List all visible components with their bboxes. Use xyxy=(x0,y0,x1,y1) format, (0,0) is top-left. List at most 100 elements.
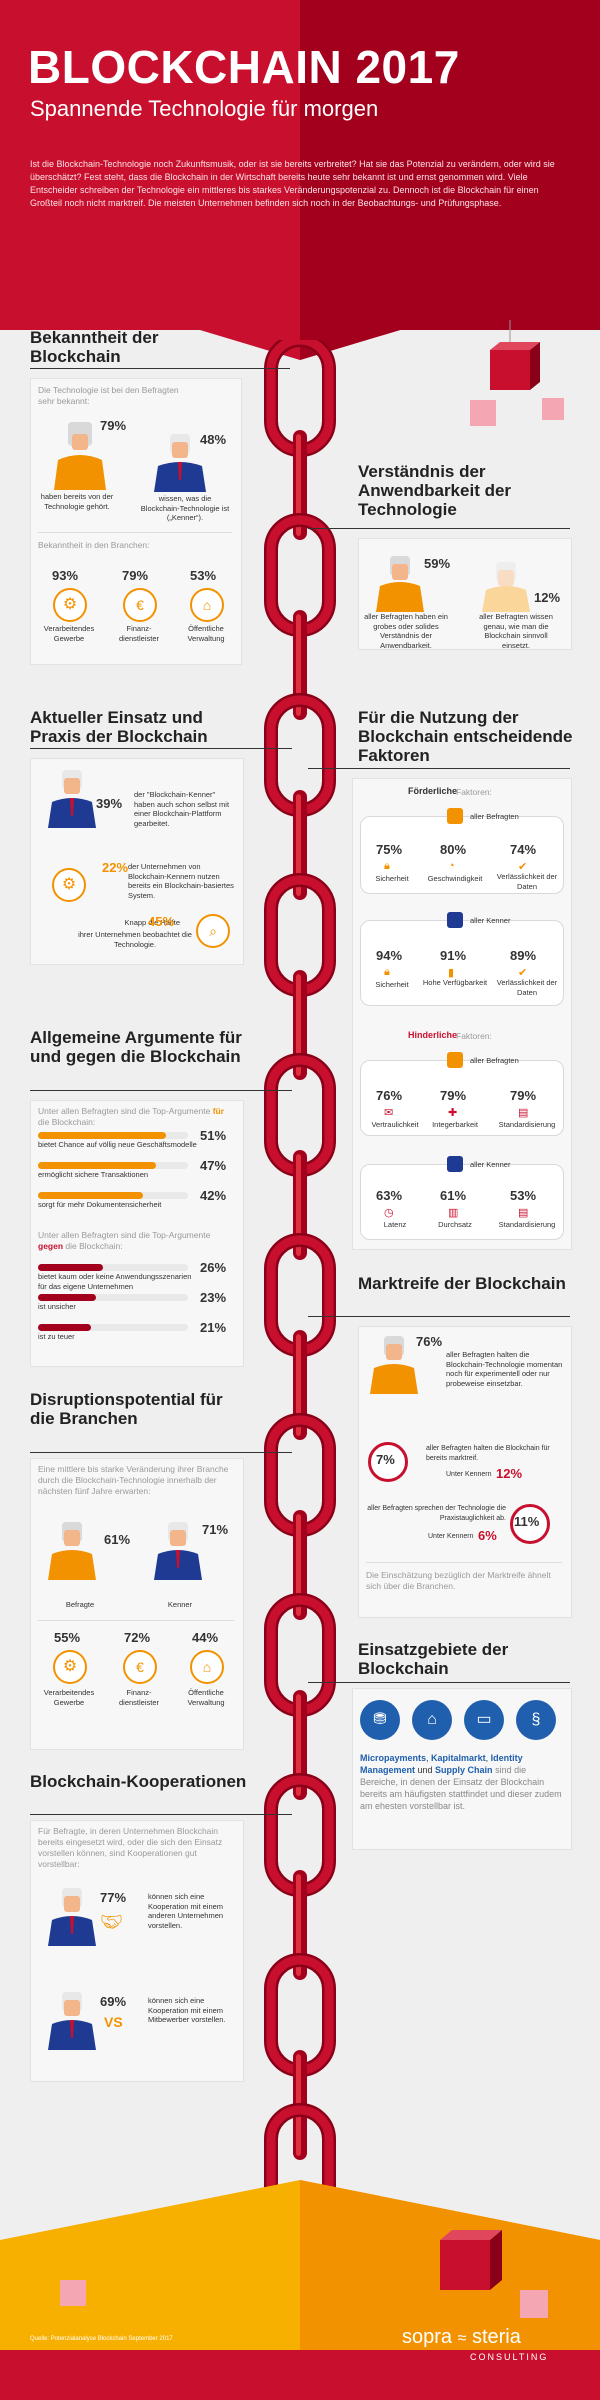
marktreife-sub-3: Unter Kennern xyxy=(428,1533,474,1540)
page-subtitle: Spannende Technologie für morgen xyxy=(30,96,379,121)
separator: und xyxy=(415,1765,436,1775)
puzzle-icon: ✚ xyxy=(448,1107,458,1119)
panel-argumente xyxy=(30,1100,244,1367)
factor-label: Verlässlichkeit der Daten xyxy=(496,978,558,997)
hinderlich-label: Hinderliche xyxy=(408,1030,458,1040)
person-faded-icon xyxy=(482,562,530,612)
lead-text: Unter allen Befragten sind die Top-Argum… xyxy=(38,1106,211,1116)
person-suit-icon xyxy=(447,912,463,928)
factor-value: 61% xyxy=(440,1188,467,1203)
factor-group-who: aller Kenner xyxy=(470,1160,511,1169)
verstaendnis-text-2: aller Befragten wissen genau, wie man di… xyxy=(479,612,553,650)
intro-text: Ist die Blockchain-Technologie noch Zuku… xyxy=(30,159,555,208)
factor-group-who: aller Befragten xyxy=(470,812,519,821)
argument-row: 47% ermöglicht sichere Transaktionen xyxy=(38,1158,238,1180)
argument-row: 42% sorgt für mehr Dokumentensicherheit xyxy=(38,1188,238,1210)
lead-text: Unter allen Befragten sind die Top-Argum… xyxy=(38,1230,211,1240)
bekanntheit-branche-1-label: Verarbeitendes Gewerbe xyxy=(43,624,95,643)
bekanntheit-branchen-lead: Bekanntheit in den Branchen: xyxy=(38,540,150,550)
marktreife-text-3: aller Befragten sprechen der Technologie… xyxy=(367,1505,506,1522)
bekanntheit-text-2: wissen, was die Blockchain-Technologie i… xyxy=(140,494,230,522)
lead-highlight: für xyxy=(212,1106,225,1116)
brand-wave-icon: ≈ xyxy=(457,2330,467,2347)
einsatz-text-3: ihrer Unternehmen beobachtet die Technol… xyxy=(78,930,192,949)
disruption-label-2: Kenner xyxy=(167,1600,193,1609)
person-orange-icon xyxy=(54,422,106,490)
separator: , xyxy=(485,1753,491,1763)
factor-value: 79% xyxy=(510,1088,537,1103)
throughput-icon: ▥ xyxy=(448,1207,459,1219)
argumente-lead-against: Unter allen Befragten sind die Top-Argum… xyxy=(38,1230,234,1252)
marktreife-value-1: 76% xyxy=(416,1334,443,1349)
factor-label: Latenz xyxy=(383,1220,407,1229)
lock-icon: 🔒︎ xyxy=(384,860,390,872)
handshake-icon: 🤝︎ xyxy=(100,1912,123,1932)
signal-icon: ▮ xyxy=(448,967,455,979)
section-title-marktreife: Marktreife der Blockchain xyxy=(358,1274,566,1293)
factor-value: 79% xyxy=(440,1088,467,1103)
factor-value: 63% xyxy=(376,1188,403,1203)
bar-value: 42% xyxy=(200,1188,227,1203)
paragraph-icon: § xyxy=(516,1700,556,1740)
einsatz-value-1: 39% xyxy=(96,796,123,811)
bar-fill xyxy=(38,1192,143,1199)
bar-track xyxy=(38,1162,188,1169)
factor-label: Standardisierung xyxy=(498,1220,556,1229)
bar-track xyxy=(38,1264,188,1271)
factor-label: Standardisierung xyxy=(498,1120,556,1129)
section-rule xyxy=(30,368,290,369)
section-rule xyxy=(30,1814,292,1815)
marktreife-note: Die Einschätzung bezüglich der Marktreif… xyxy=(366,1570,551,1591)
bekanntheit-branche-2-label: Finanz-dienstleister xyxy=(118,624,160,643)
marktreife-sub-2: Unter Kennern xyxy=(446,1471,492,1478)
factor-label: Hohe Verfügbarkeit xyxy=(422,978,488,987)
divider xyxy=(38,1620,234,1621)
lead-text: die Blockchain: xyxy=(38,1117,96,1127)
bar-track xyxy=(38,1294,188,1301)
person-suit-icon xyxy=(447,1156,463,1172)
bar-track xyxy=(38,1192,188,1199)
bekanntheit-text-1: haben bereits von der Technologie gehört… xyxy=(40,492,114,511)
bar-fill xyxy=(38,1162,156,1169)
speed-icon: ◔ xyxy=(448,860,455,872)
standard-icon: ▤ xyxy=(518,1207,529,1219)
bar-label: ist zu teuer xyxy=(38,1332,75,1341)
section-title-bekanntheit: Bekanntheit der Blockchain xyxy=(30,328,159,366)
brand-logo: sopra ≈ steria xyxy=(402,2326,521,2349)
disruption-label-1: Befragte xyxy=(65,1600,95,1609)
factor-label: Durchsatz xyxy=(438,1220,472,1229)
foerderlich-suffix: Faktoren: xyxy=(456,787,492,797)
factor-group-who: aller Befragten xyxy=(470,1056,519,1065)
bar-fill xyxy=(38,1264,103,1271)
section-title-verstaendnis: Verständnis der Anwendbarkeit der Techno… xyxy=(358,462,512,519)
panel-disruption xyxy=(30,1458,244,1750)
highlight: Kapitalmarkt xyxy=(431,1753,486,1763)
highlight: Identity Management xyxy=(360,1753,523,1775)
gear-icon: ⚙ xyxy=(53,588,87,622)
person-suit-icon xyxy=(48,770,96,828)
bar-value: 21% xyxy=(200,1320,227,1335)
factor-value: 94% xyxy=(376,948,403,963)
section-title-disruption: Disruptionspotential für die Branchen xyxy=(30,1390,223,1428)
percent-ring xyxy=(368,1442,408,1482)
bekanntheit-branche-1-value: 93% xyxy=(52,568,79,583)
kooperationen-text-2: können sich eine Kooperation mit einem M… xyxy=(148,1996,226,2024)
brand-part-2: steria xyxy=(471,2326,521,2348)
bekanntheit-value-2: 48% xyxy=(200,432,227,447)
foerderlich-label: Förderliche xyxy=(408,786,458,796)
section-title-einsatzgebiete: Einsatzgebiete der Blockchain xyxy=(358,1640,509,1678)
factor-value: 80% xyxy=(440,842,467,857)
check-icon: ✔ xyxy=(518,967,528,979)
bar-value: 23% xyxy=(200,1290,227,1305)
id-card-icon: ▭ xyxy=(464,1700,504,1740)
body-text: sind die Bereiche, in denen der Einsatz … xyxy=(360,1765,562,1811)
footer-background xyxy=(0,2180,600,2400)
factor-group-who: aller Kenner xyxy=(470,916,511,925)
building-icon: ⌂ xyxy=(190,1650,224,1684)
page-title: BLOCKCHAIN 2017 xyxy=(28,41,460,93)
bar-value: 47% xyxy=(200,1158,227,1173)
section-rule xyxy=(308,1316,570,1317)
factor-value: 91% xyxy=(440,948,467,963)
factor-value: 89% xyxy=(510,948,537,963)
verstaendnis-value-1: 59% xyxy=(424,556,451,571)
